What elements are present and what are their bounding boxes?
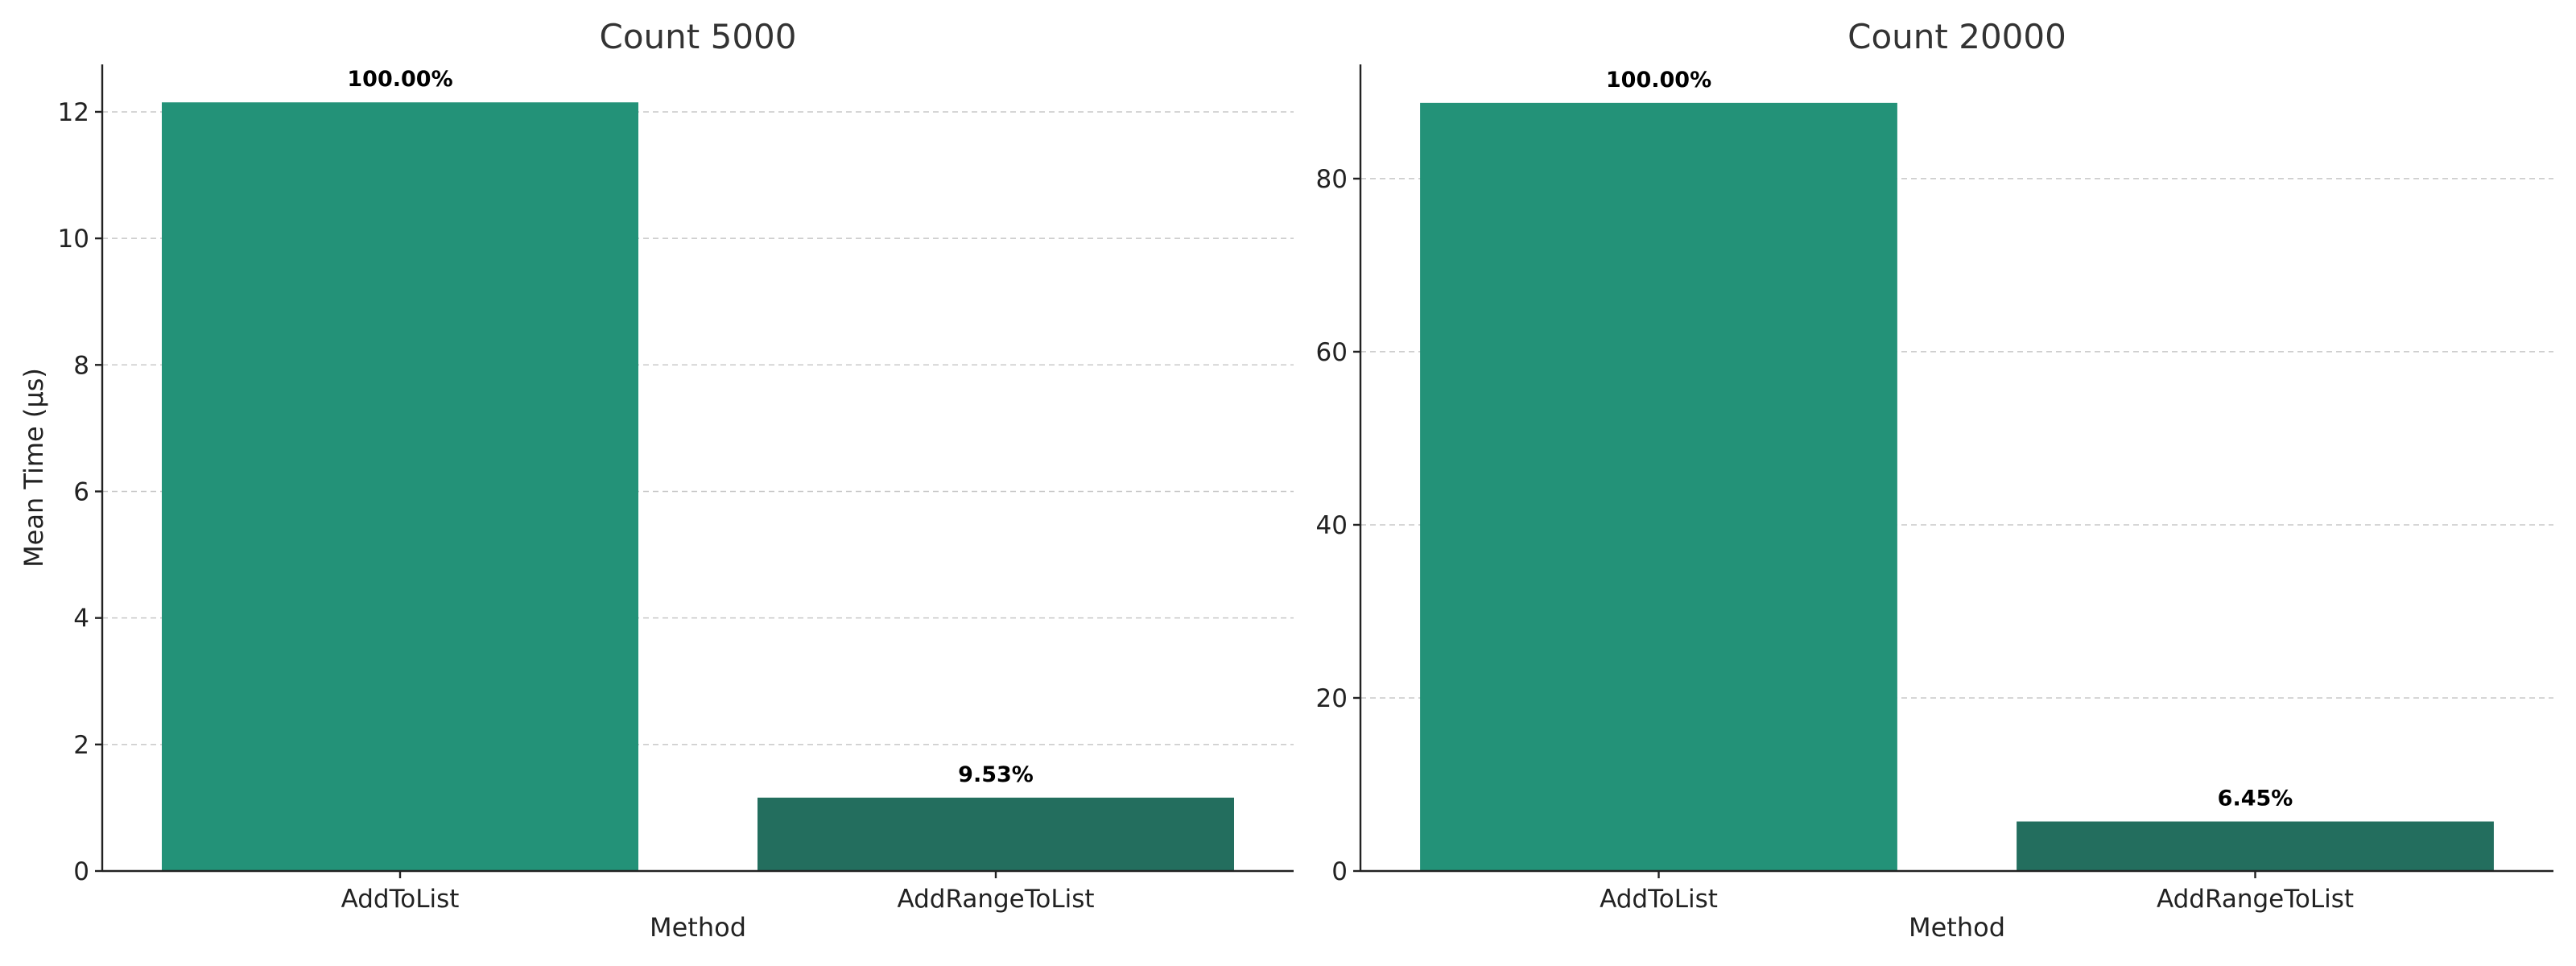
y-tick-label: 80 (1316, 165, 1348, 194)
bar-value-label: 100.00% (347, 67, 452, 92)
bar-value-label: 6.45% (2218, 786, 2293, 811)
bar-addrangetolist (758, 797, 1234, 871)
bar-addrangetolist (2017, 821, 2494, 871)
chart-title: Count 5000 (600, 17, 797, 56)
y-tick-label: 10 (58, 225, 89, 254)
bar-addtolist (162, 102, 638, 871)
y-tick-label: 4 (73, 605, 89, 634)
chart-title: Count 20000 (1847, 17, 2066, 56)
y-tick-label: 2 (73, 731, 89, 760)
y-tick-label: 60 (1316, 338, 1348, 367)
bar-addtolist (1420, 102, 1897, 871)
x-tick-label: AddRangeToList (897, 885, 1094, 914)
x-axis-label: Method (1909, 912, 2005, 943)
y-tick-label: 12 (58, 98, 89, 127)
y-tick-label: 0 (73, 857, 89, 886)
y-tick-label: 6 (73, 477, 89, 506)
chart-panel-1: 100.00% AddToList 9.53% AddRangeToList 0 2 4 6 8… (19, 17, 1294, 943)
y-axis-label: Mean Time (μs) (19, 368, 49, 568)
x-tick-label: AddToList (1600, 885, 1718, 914)
y-tick-label: 8 (73, 351, 89, 380)
bar-value-label: 100.00% (1606, 68, 1711, 93)
y-tick-label: 20 (1316, 684, 1348, 713)
x-axis-label: Method (650, 912, 746, 943)
bar-value-label: 9.53% (958, 762, 1034, 787)
chart-panel-2: 100.00% AddToList 6.45% AddRangeToList 0 20 40… (1316, 17, 2553, 943)
x-tick-label: AddRangeToList (2157, 885, 2354, 914)
y-tick-label: 0 (1331, 857, 1348, 886)
y-tick-label: 40 (1316, 511, 1348, 540)
x-tick-label: AddToList (341, 885, 460, 914)
